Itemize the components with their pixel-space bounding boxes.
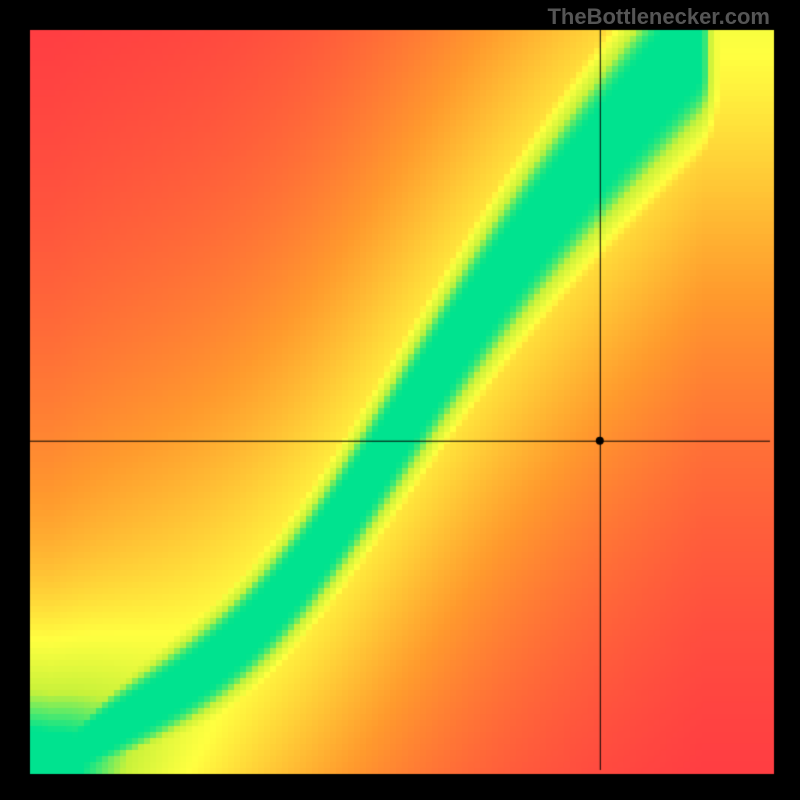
watermark-text: TheBottlenecker.com xyxy=(547,4,770,30)
chart-container: { "watermark": "TheBottlenecker.com", "c… xyxy=(0,0,800,800)
heatmap-canvas xyxy=(0,0,800,800)
